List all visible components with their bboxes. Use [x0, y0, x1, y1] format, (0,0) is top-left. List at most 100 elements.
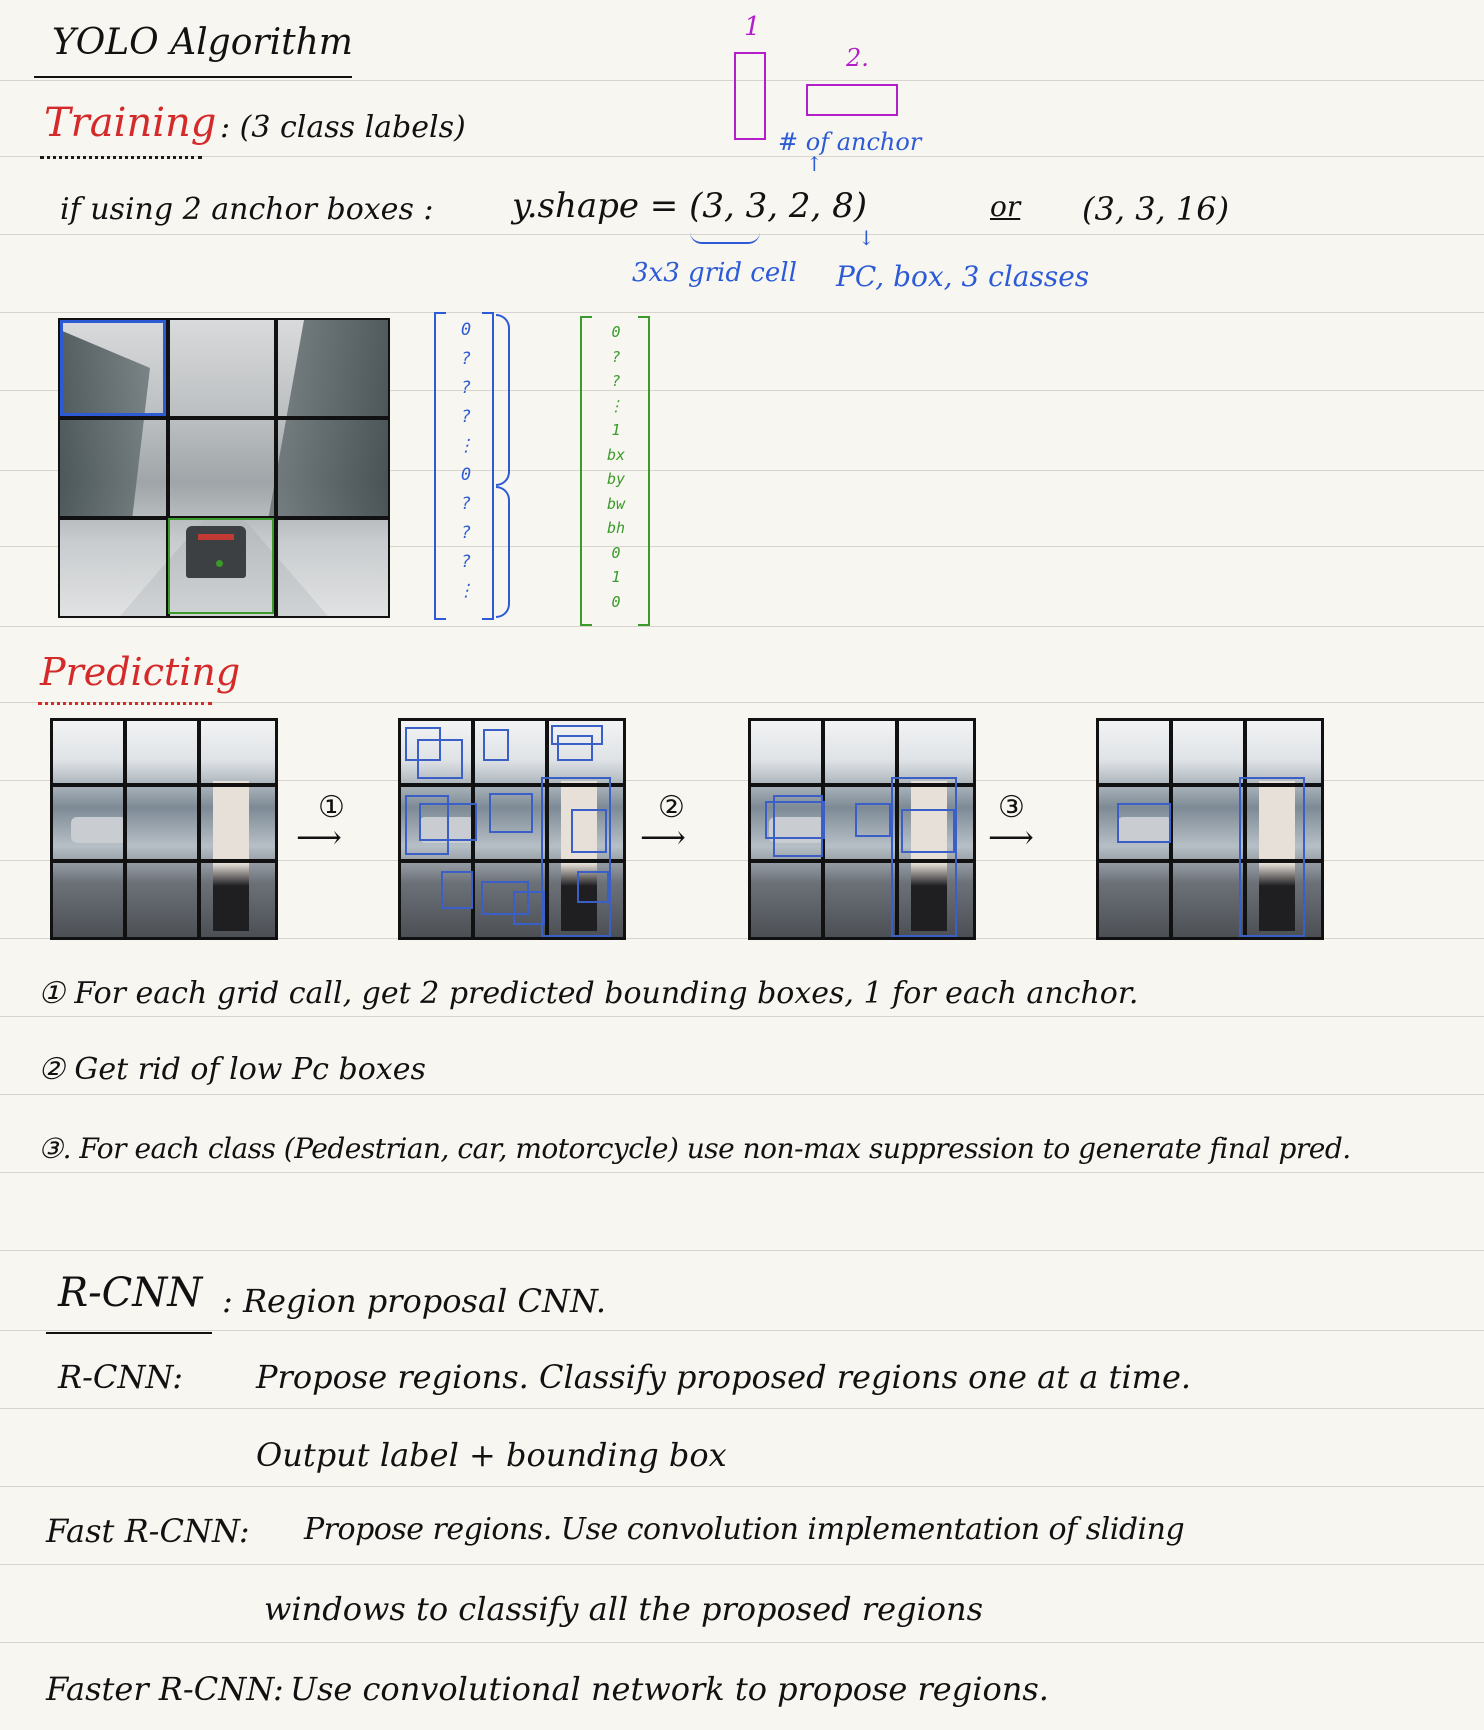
green-vector: 0 ? ? ⋮ 1 bx by bw bh 0 1 0 — [580, 316, 654, 626]
rcnn-row-label: R-CNN: — [58, 1358, 184, 1396]
ruled-line — [0, 546, 1484, 547]
highlight-cell-green — [168, 518, 274, 614]
training-note: : (3 class labels) — [220, 110, 466, 145]
alt-shape: (3, 3, 16) — [1082, 190, 1230, 228]
vector-value: ? — [460, 552, 472, 572]
ruled-line — [0, 626, 1484, 627]
grid-line — [1099, 859, 1321, 863]
grid-line — [471, 721, 475, 937]
vector-value: bw — [606, 494, 626, 513]
ruled-line — [0, 312, 1484, 313]
predicted-box — [557, 735, 593, 761]
predicted-box — [405, 727, 441, 761]
grid-overlay — [53, 721, 275, 937]
final-car-box — [1117, 803, 1171, 843]
predicted-box — [441, 871, 473, 909]
rcnn-definition: : Region proposal CNN. — [222, 1282, 607, 1320]
page-title: YOLO Algorithm — [52, 22, 353, 63]
vector-value: bx — [606, 445, 626, 464]
anchor-tall-box — [734, 52, 766, 140]
anchor-wide-box — [806, 84, 898, 116]
faster-rcnn-text: Use convolutional network to propose reg… — [290, 1670, 1049, 1708]
ruled-line — [0, 1094, 1484, 1095]
ruled-line — [0, 80, 1484, 81]
vector-value: bh — [606, 519, 626, 537]
grid-line — [1099, 783, 1321, 787]
predicted-box — [855, 803, 891, 837]
anchor-1-label: 1 — [744, 12, 761, 42]
vector-value: ⋮ — [608, 396, 624, 415]
faster-rcnn-label: Faster R-CNN: — [46, 1670, 284, 1708]
fast-rcnn-text-2: windows to classify all the proposed reg… — [264, 1590, 984, 1628]
prediction-image-1 — [50, 718, 278, 940]
grid-line — [197, 721, 201, 937]
up-arrow-icon: ↑ — [806, 152, 823, 176]
car-midpoint — [216, 560, 223, 567]
predicted-box — [417, 739, 463, 779]
or-label: or — [990, 190, 1021, 223]
arrow-icon: ⟶ — [640, 818, 686, 856]
ruled-line — [0, 1016, 1484, 1017]
vector-value: ? — [611, 372, 621, 390]
grid-line — [60, 416, 388, 420]
prediction-image-3 — [748, 718, 976, 940]
rcnn-row-text: Output label + bounding box — [256, 1436, 727, 1474]
title-underline — [34, 76, 352, 78]
ruled-line — [0, 390, 1484, 391]
pc-box-classes-label: PC, box, 3 classes — [836, 260, 1090, 293]
predicted-box — [489, 793, 533, 833]
highlight-cell-blue — [60, 320, 166, 416]
training-heading: Training — [44, 100, 217, 146]
prediction-image-2 — [398, 718, 626, 940]
predicted-box — [551, 725, 603, 745]
grid-line — [751, 859, 973, 863]
person — [561, 781, 597, 931]
grid-line — [53, 859, 275, 863]
anchor-2-label: 2. — [846, 44, 869, 72]
ruled-line — [0, 470, 1484, 471]
grid-cell-label: 3x3 grid cell — [632, 258, 797, 288]
fast-rcnn-label: Fast R-CNN: — [46, 1512, 250, 1550]
vector-value: 1 — [611, 421, 621, 439]
vector-value: ⋮ — [457, 581, 475, 601]
blue-vector: 0 ? ? ? ⋮ 0 ? ? ? ⋮ — [434, 312, 514, 620]
grid-line — [274, 320, 278, 616]
person — [1259, 781, 1295, 931]
predicted-box — [481, 881, 529, 915]
car-light — [198, 534, 234, 540]
step-1-marker: ① — [318, 790, 345, 825]
y-shape: y.shape = (3, 3, 2, 8) — [512, 186, 868, 226]
vector-value: ? — [460, 523, 472, 543]
brace-top — [496, 314, 510, 486]
step-3-text: ③. For each class (Pedestrian, car, moto… — [38, 1132, 1351, 1165]
predicted-box — [513, 891, 545, 925]
grid-overlay — [1099, 721, 1321, 937]
vector-value: ? — [460, 407, 472, 427]
grid-line — [401, 859, 623, 863]
ruled-line — [0, 1250, 1484, 1251]
vector-value: ? — [460, 349, 472, 369]
predicted-box — [765, 801, 825, 839]
grid-line — [1169, 721, 1173, 937]
predicting-heading: Predicting — [40, 650, 241, 694]
rcnn-row-text: Propose regions. Classify proposed regio… — [256, 1358, 1192, 1396]
ruled-line — [0, 1330, 1484, 1331]
ruled-line — [0, 780, 1484, 781]
predicted-box — [483, 729, 509, 761]
person — [911, 781, 947, 931]
grid-overlay — [401, 721, 623, 937]
grid-line — [545, 721, 549, 937]
predicted-box — [571, 809, 607, 853]
grid-brace-underline — [690, 232, 760, 244]
vector-value: ? — [611, 347, 621, 366]
ruled-line — [0, 702, 1484, 703]
step-2-marker: ② — [658, 790, 685, 825]
predicted-box — [901, 809, 955, 853]
anchor-line: if using 2 anchor boxes : — [60, 192, 434, 227]
final-person-box — [1239, 777, 1305, 937]
anchor-count-label: # of anchor — [778, 128, 922, 156]
grid-line — [1243, 721, 1247, 937]
vector-value: 0 — [611, 543, 621, 562]
ruled-line — [0, 1408, 1484, 1409]
bracket-right — [482, 312, 494, 620]
